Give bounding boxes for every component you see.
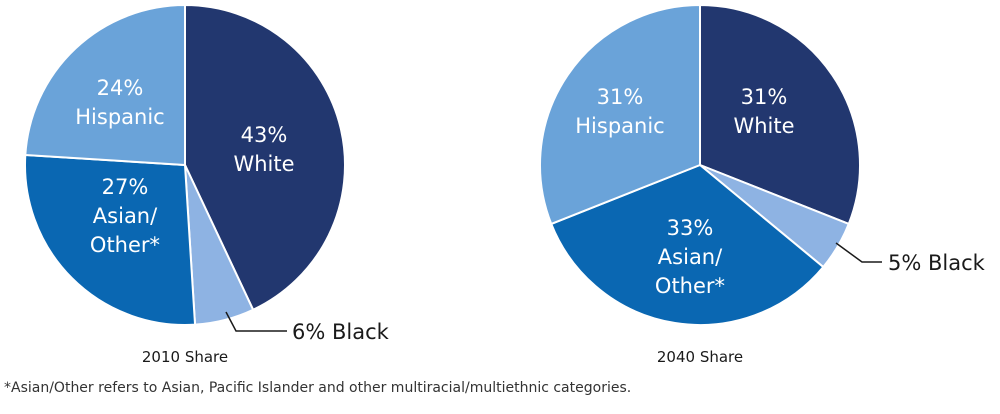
leader-line-black — [835, 242, 882, 263]
chart-title-2040: 2040 Share — [657, 348, 743, 366]
leader-line-black — [225, 311, 287, 332]
slice-white — [699, 3, 861, 226]
slice-asian-other — [24, 153, 197, 326]
pie-2040: 31% White 33% Asian/Other* 31% Hispanic 5% Bla… — [539, 3, 986, 326]
data-label-black: 6% Black — [292, 320, 390, 344]
data-label-hispanic: 31% Hispanic — [575, 85, 664, 138]
slice-white — [184, 3, 346, 312]
data-label-white: 31% White — [733, 85, 794, 138]
footnote: *Asian/Other refers to Asian, Pacific Is… — [4, 380, 632, 396]
chart-title-2010: 2010 Share — [142, 348, 228, 366]
slice-hispanic — [24, 3, 186, 167]
pie-2010: 43% White 27% Asian/Other* 24% Hispanic 6% Bla… — [24, 3, 390, 344]
data-label-asian-other: 33% Asian/Other* — [655, 216, 725, 298]
slice-hispanic — [539, 3, 701, 226]
slice-asian-other — [549, 163, 825, 326]
data-label-asian-other: 27% Asian/Other* — [90, 175, 160, 257]
data-label-white: 43% White — [233, 123, 294, 176]
data-label-hispanic: 24% Hispanic — [75, 76, 164, 129]
data-label-black: 5% Black — [888, 251, 986, 275]
